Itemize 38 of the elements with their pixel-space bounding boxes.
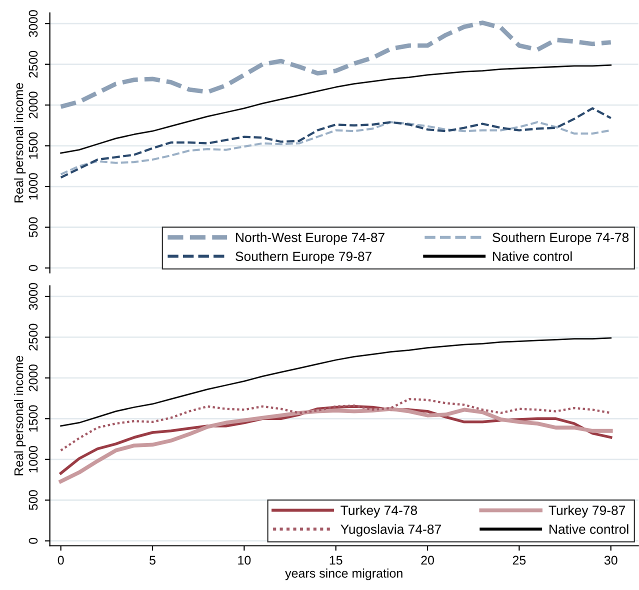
line-series <box>58 20 614 109</box>
legend-label: Turkey 79-87 <box>548 505 626 518</box>
legend-label: Turkey 74-78 <box>340 505 418 518</box>
y-axis-title: Real personal income <box>14 83 26 202</box>
x-axis-title: years since migration <box>285 568 402 580</box>
line-series <box>60 337 612 427</box>
legend-label: Native control <box>493 251 572 262</box>
y-tick-label: 1000 <box>28 173 38 200</box>
y-tick-label: 1500 <box>28 132 38 159</box>
y-tick-label: 2500 <box>28 50 38 78</box>
x-tick-label: 20 <box>421 556 434 565</box>
legend-label: Native control <box>550 524 628 534</box>
x-tick-label: 5 <box>150 556 156 565</box>
y-axis-title: Real personal income <box>14 356 26 476</box>
line-series <box>60 398 612 452</box>
y-tick-label: 500 <box>28 217 38 238</box>
y-tick-label: 500 <box>28 490 38 510</box>
legend-label: Southern Europe 74-78 <box>492 232 629 245</box>
x-tick-label: 10 <box>238 556 251 565</box>
line-series <box>60 64 612 154</box>
y-tick-label: 2500 <box>28 324 38 350</box>
legend-label: Southern Europe 79-87 <box>236 251 372 264</box>
line-series <box>60 107 612 179</box>
x-tick-label: 30 <box>604 556 618 565</box>
y-tick-label: 2000 <box>28 364 38 392</box>
x-tick-label: 0 <box>58 556 64 565</box>
y-tick-label: 1000 <box>28 446 38 472</box>
legend-label: North-West Europe 74-87 <box>236 232 384 245</box>
y-tick-label: 3000 <box>28 283 38 310</box>
y-tick-label: 2000 <box>28 92 38 118</box>
legend-label: Yugoslavia 74-87 <box>340 524 441 537</box>
x-tick-label: 15 <box>330 556 342 565</box>
y-tick-label: 0 <box>28 264 38 271</box>
y-tick-label: 3000 <box>28 10 38 37</box>
x-tick-label: 25 <box>512 556 526 565</box>
line-series <box>60 121 612 176</box>
y-tick-label: 1500 <box>28 405 38 432</box>
y-tick-label: 0 <box>28 538 38 544</box>
